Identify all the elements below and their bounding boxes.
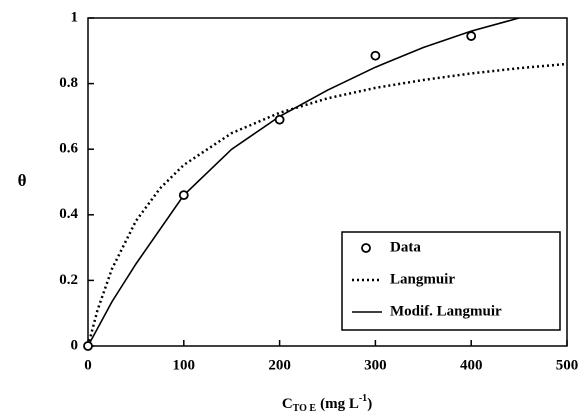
x-tick-label: 500 xyxy=(556,357,579,373)
data-point xyxy=(466,31,477,41)
legend-label: Data xyxy=(390,239,421,255)
y-tick-label: 0 xyxy=(71,337,79,353)
y-tick-label: 0.8 xyxy=(59,75,78,91)
x-label-sub: TO E xyxy=(293,403,317,414)
plot-frame xyxy=(87,17,568,347)
legend-label: Modif. Langmuir xyxy=(390,303,502,319)
data-point xyxy=(178,190,189,201)
fit-curve xyxy=(88,62,567,346)
y-tick-label: 0.6 xyxy=(59,141,78,157)
legend-marker xyxy=(361,243,371,253)
x-tick-label: 100 xyxy=(173,357,196,373)
y-tick-label: 0.2 xyxy=(59,272,78,288)
x-label-close: ) xyxy=(367,396,372,412)
x-tick-label: 200 xyxy=(268,357,291,373)
x-axis-label: CTO E (mg L-1) xyxy=(282,393,372,414)
x-tick-label: 300 xyxy=(364,357,387,373)
legend-label: Langmuir xyxy=(390,271,455,287)
data-point xyxy=(83,341,93,351)
x-label-main: C xyxy=(282,396,293,412)
x-label-sup: -1 xyxy=(359,393,367,404)
data-point xyxy=(274,114,285,125)
data-point xyxy=(370,50,381,61)
y-axis-label: θ xyxy=(18,171,27,190)
y-tick-label: 0.4 xyxy=(59,206,78,222)
x-tick-label: 400 xyxy=(460,357,483,373)
x-tick-label: 0 xyxy=(84,357,92,373)
x-label-unit: (mg L xyxy=(320,396,359,412)
y-tick-label: 1 xyxy=(71,9,79,25)
